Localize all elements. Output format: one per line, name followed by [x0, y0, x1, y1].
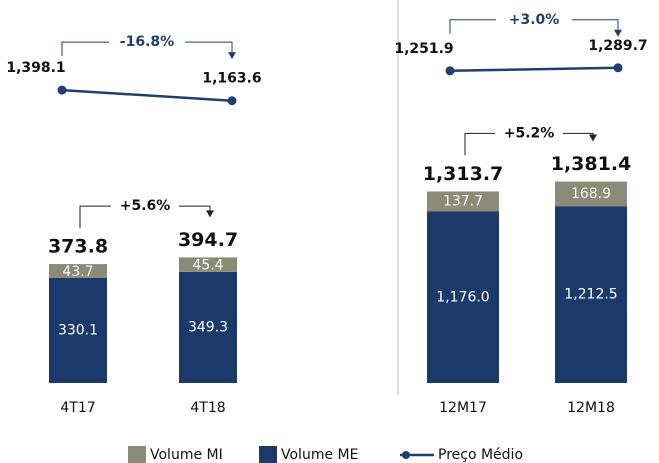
price-label: 1,289.7: [588, 38, 647, 54]
price-line: [449, 66, 619, 73]
legend-marker: [402, 451, 410, 459]
change-arrow: [589, 134, 597, 142]
bar-segment: Volume ME: [427, 211, 499, 383]
price-label: 1,163.6: [202, 71, 261, 87]
price-line: [61, 88, 233, 102]
bar-segment: Volume ME: [555, 206, 627, 383]
change-bracket: [449, 19, 619, 34]
change-bracket: [79, 205, 211, 229]
bar-segment: Volume MI: [427, 191, 499, 212]
change-bracket: [61, 41, 233, 57]
bar-value-label: 1,176.0: [436, 289, 489, 305]
bar-change-label: +5.6%: [120, 198, 171, 214]
line-change-label: -16.8%: [120, 34, 174, 50]
change-arrow: [228, 52, 236, 60]
x-tick-label: 4T18: [190, 400, 225, 416]
price-marker: [227, 96, 237, 106]
bar-segment: Volume MI: [179, 257, 237, 272]
bar-value-label: 349.3: [188, 319, 228, 335]
bar-segment: Volume ME: [179, 271, 237, 383]
legend-label: Preço Médio: [438, 447, 523, 463]
bar-value-label: 168.9: [571, 186, 611, 202]
bar-segment: Volume MI: [555, 181, 627, 207]
price-label: 1,251.9: [394, 41, 453, 57]
bar-value-label: 1,212.5: [564, 287, 617, 303]
line-change-label: +3.0%: [509, 12, 560, 28]
legend-swatch: [259, 446, 277, 463]
bar-value-label: 330.1: [58, 322, 98, 338]
x-tick-label: 4T17: [60, 400, 95, 416]
bar-change-label: +5.2%: [504, 125, 555, 141]
bar-segment: Volume ME: [49, 277, 107, 383]
change-arrow: [614, 29, 622, 37]
legend-label: Volume ME: [281, 447, 358, 463]
legend-label: Volume MI: [150, 447, 223, 463]
bar-value-label: 43.7: [62, 264, 93, 280]
total-label: 1,381.4: [551, 153, 632, 175]
legend-swatch: [128, 446, 146, 463]
total-label: 394.7: [178, 229, 238, 251]
price-marker: [613, 63, 623, 73]
total-label: 373.8: [48, 236, 108, 258]
total-label: 1,313.7: [423, 163, 504, 185]
price-marker: [445, 66, 455, 76]
x-tick-label: 12M17: [439, 400, 487, 416]
x-tick-label: 12M18: [567, 400, 615, 416]
bar-value-label: 137.7: [443, 193, 483, 209]
price-marker: [57, 85, 67, 95]
bar-segment: Volume MI: [49, 264, 107, 278]
price-label: 1,398.1: [6, 60, 65, 76]
bar-value-label: 45.4: [192, 258, 223, 274]
change-arrow: [206, 210, 214, 218]
